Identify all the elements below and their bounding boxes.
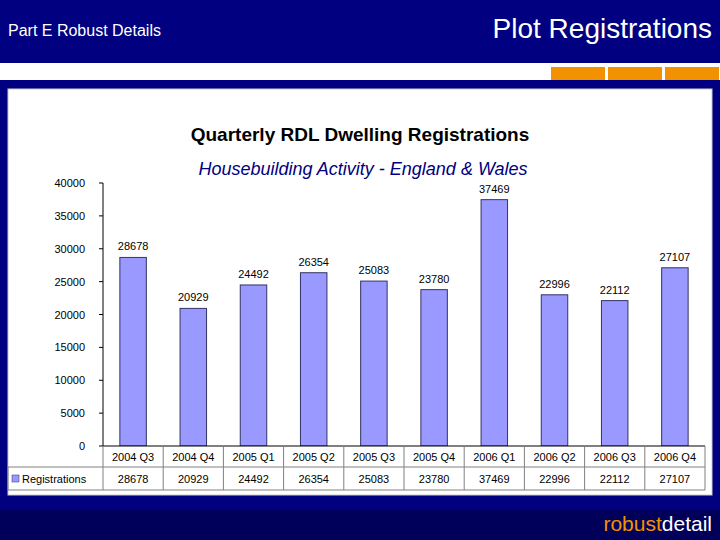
bar bbox=[421, 290, 447, 446]
y-tick bbox=[99, 380, 103, 381]
data-label: 22112 bbox=[600, 284, 630, 296]
logo-part: detail bbox=[662, 512, 712, 535]
y-tick-label: 35000 bbox=[54, 210, 85, 222]
bar bbox=[541, 295, 567, 446]
footer-band bbox=[0, 510, 720, 540]
table-value: 27107 bbox=[660, 473, 691, 485]
table-line bbox=[705, 446, 706, 490]
y-tick bbox=[99, 347, 103, 348]
table-line bbox=[163, 446, 164, 490]
data-label: 28678 bbox=[118, 240, 149, 252]
table-value: 28678 bbox=[118, 473, 149, 485]
x-tick-label: 2004 Q3 bbox=[112, 451, 154, 463]
white-strip bbox=[0, 63, 720, 80]
bars bbox=[120, 200, 688, 446]
x-tick-label: 2005 Q1 bbox=[232, 451, 274, 463]
bar bbox=[240, 285, 266, 446]
y-tick-label: 0 bbox=[79, 440, 85, 452]
table-line bbox=[644, 446, 645, 490]
table-line bbox=[404, 446, 405, 490]
table-line bbox=[464, 446, 465, 490]
data-label: 24492 bbox=[238, 268, 269, 280]
table-line bbox=[283, 446, 284, 490]
table-value: 20929 bbox=[178, 473, 209, 485]
x-tick-label: 2004 Q4 bbox=[172, 451, 214, 463]
x-tick-label: 2006 Q4 bbox=[654, 451, 696, 463]
chart-title: Quarterly RDL Dwelling Registrations bbox=[191, 124, 530, 145]
bar bbox=[361, 281, 387, 446]
data-label: 27107 bbox=[660, 251, 691, 263]
bar bbox=[120, 257, 146, 446]
table-line bbox=[8, 467, 705, 468]
table-line bbox=[103, 446, 104, 490]
bar bbox=[662, 268, 688, 446]
legend-label: Registrations bbox=[22, 473, 87, 485]
chart-panel bbox=[8, 89, 712, 495]
data-label: 25083 bbox=[359, 264, 390, 276]
table-line bbox=[8, 467, 9, 490]
x-tick-label: 2005 Q3 bbox=[353, 451, 395, 463]
data-label: 22996 bbox=[539, 278, 570, 290]
y-tick bbox=[99, 183, 103, 184]
table-line bbox=[223, 446, 224, 490]
data-label: 23780 bbox=[419, 273, 450, 285]
x-tick-label: 2005 Q4 bbox=[413, 451, 455, 463]
y-tick bbox=[99, 413, 103, 414]
orange-tab bbox=[608, 67, 662, 80]
y-axis bbox=[103, 183, 104, 446]
x-tick-label: 2006 Q3 bbox=[594, 451, 636, 463]
table-line bbox=[524, 446, 525, 490]
background bbox=[0, 0, 720, 540]
table-line bbox=[343, 446, 344, 490]
y-tick bbox=[99, 281, 103, 282]
bar bbox=[481, 200, 507, 446]
footer-logo: robustdetail bbox=[603, 512, 712, 535]
y-tick-label: 5000 bbox=[61, 407, 85, 419]
y-tick-label: 25000 bbox=[54, 276, 85, 288]
y-tick-label: 30000 bbox=[54, 243, 85, 255]
y-tick-label: 40000 bbox=[54, 177, 85, 189]
table-value: 24492 bbox=[238, 473, 269, 485]
header-title: Plot Registrations bbox=[493, 13, 712, 44]
table-value: 22112 bbox=[600, 473, 630, 485]
slide: Part E Robust Details Plot Registrations r… bbox=[0, 0, 720, 540]
logo-part: robust bbox=[603, 512, 662, 535]
bar bbox=[300, 273, 326, 446]
orange-tab bbox=[551, 67, 605, 80]
x-tick-label: 2005 Q2 bbox=[293, 451, 335, 463]
table-value: 23780 bbox=[419, 473, 450, 485]
table-value: 26354 bbox=[298, 473, 329, 485]
data-label: 20929 bbox=[178, 291, 209, 303]
y-tick bbox=[99, 215, 103, 216]
legend-swatch bbox=[12, 475, 19, 482]
bar bbox=[601, 301, 627, 446]
y-tick-label: 15000 bbox=[54, 341, 85, 353]
y-tick-label: 10000 bbox=[54, 374, 85, 386]
bar bbox=[180, 308, 206, 446]
table-value: 37469 bbox=[479, 473, 510, 485]
x-tick-label: 2006 Q2 bbox=[533, 451, 575, 463]
table-value: 25083 bbox=[359, 473, 390, 485]
y-tick-label: 20000 bbox=[54, 309, 85, 321]
y-tick bbox=[99, 446, 103, 447]
y-tick bbox=[99, 248, 103, 249]
table-line bbox=[8, 490, 705, 491]
y-tick bbox=[99, 314, 103, 315]
header-left: Part E Robust Details bbox=[8, 22, 161, 39]
data-label: 37469 bbox=[479, 183, 510, 195]
data-label: 26354 bbox=[298, 256, 329, 268]
table-value: 22996 bbox=[539, 473, 570, 485]
chart-subtitle: Housebuilding Activity - England & Wales bbox=[198, 159, 527, 179]
table-line bbox=[584, 446, 585, 490]
x-tick-label: 2006 Q1 bbox=[473, 451, 515, 463]
orange-tab bbox=[665, 67, 719, 80]
